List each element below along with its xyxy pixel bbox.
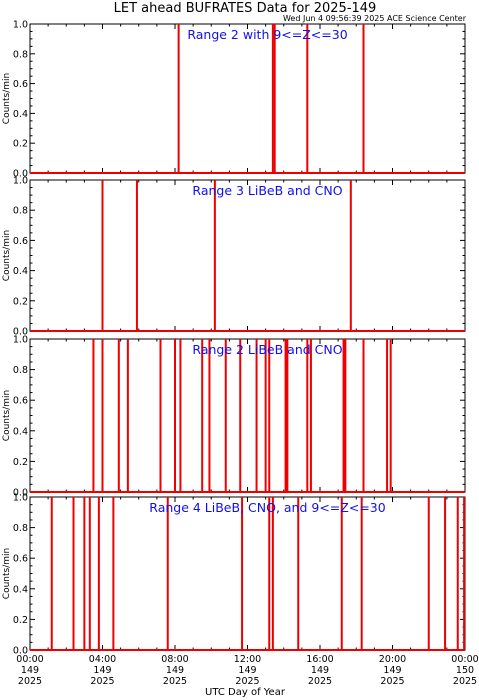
x-tick-time: 08:00 [161, 654, 188, 665]
x-tick-time: 16:00 [306, 654, 333, 665]
x-axis-label: UTC Day of Year [205, 687, 286, 698]
x-tick-year: 2025 [235, 676, 259, 687]
y-tick-label: 0.0 [13, 488, 28, 499]
x-tick-doy: 149 [311, 665, 329, 676]
y-tick-label: 1.0 [13, 335, 28, 346]
x-tick-year: 2025 [163, 676, 187, 687]
y-tick-label: 0.4 [13, 426, 28, 437]
x-tick-time: 20:00 [379, 654, 406, 665]
y-tick-label: 1.0 [13, 493, 28, 504]
y-tick-label: 0.8 [13, 206, 28, 217]
y-axis-label: Counts/min [2, 73, 12, 124]
x-tick-doy: 149 [21, 665, 39, 676]
y-tick-label: 1.0 [13, 20, 28, 31]
y-tick-label: 0.8 [13, 365, 28, 376]
y-tick-label: 0.8 [13, 49, 28, 60]
panel-3: 0.0 0.2 0.4 0.6 0.8 1.0 Counts/min Range 2 LiBe… [2, 335, 466, 499]
y-tick-label: 0.2 [13, 615, 28, 626]
y-tick-label: 0.6 [13, 554, 28, 565]
y-tick-label: 0.6 [13, 79, 28, 90]
x-tick-year: 2025 [308, 676, 332, 687]
y-tick-label: 0.4 [13, 584, 28, 595]
y-tick-label: 0.2 [13, 457, 28, 468]
y-axis-label: Counts/min [2, 548, 12, 599]
panel-title: Range 4 LiBeB, CNO, and 9<=Z<=30 [149, 500, 385, 515]
y-axis-label: Counts/min [2, 390, 12, 441]
panel-4: 0.0 0.2 0.4 0.6 0.8 1.0 Counts/min Range 4 LiBe… [2, 493, 466, 657]
x-tick-time: 00:00 [16, 654, 43, 665]
x-tick-time: 00:00 [451, 654, 478, 665]
panel-title: Range 2 with 9<=Z<=30 [187, 27, 347, 42]
y-tick-label: 0.0 [13, 327, 28, 338]
x-tick-time: 04:00 [89, 654, 116, 665]
x-tick-doy: 149 [383, 665, 401, 676]
x-tick-year: 2025 [453, 676, 477, 687]
x-tick-doy: 149 [238, 665, 256, 676]
y-tick-label: 1.0 [13, 176, 28, 187]
x-tick-year: 2025 [18, 676, 42, 687]
y-tick-label: 0.0 [13, 646, 28, 657]
panel-2: 0.0 0.2 0.4 0.6 0.8 1.0 Counts/min Range 3 LiBe… [2, 176, 466, 338]
x-tick-year: 2025 [90, 676, 114, 687]
y-tick-label: 0.2 [13, 139, 28, 150]
panel-title: Range 3 LiBeB and CNO [192, 183, 342, 198]
y-tick-label: 0.6 [13, 396, 28, 407]
x-tick-doy: 149 [93, 665, 111, 676]
chart-subtitle: Wed Jun 4 09:56:39 2025 ACE Science Cent… [283, 14, 467, 23]
x-axis-labels: 00:00149202504:00149202508:00149202512:0… [16, 654, 478, 687]
x-tick-doy: 150 [456, 665, 474, 676]
y-tick-label: 0.4 [13, 109, 28, 120]
y-tick-label: 0.2 [13, 296, 28, 307]
chart-title: LET ahead BUFRATES Data for 2025-149 [114, 1, 377, 16]
panel-1: 0.0 0.2 0.4 0.6 0.8 1.0 Counts/min Range 2 with… [2, 20, 466, 180]
panel-title: Range 2 LiBeB and CNO [192, 342, 342, 357]
y-axis-label: Counts/min [2, 230, 12, 281]
y-tick-label: 0.6 [13, 236, 28, 247]
y-tick-label: 0.4 [13, 266, 28, 277]
panels-group: 0.0 0.2 0.4 0.6 0.8 1.0 Counts/min Range 2 with… [2, 20, 466, 657]
y-tick-label: 0.0 [13, 169, 28, 180]
x-tick-doy: 149 [166, 665, 184, 676]
y-tick-label: 0.8 [13, 523, 28, 534]
x-tick-year: 2025 [380, 676, 404, 687]
x-tick-time: 12:00 [234, 654, 261, 665]
